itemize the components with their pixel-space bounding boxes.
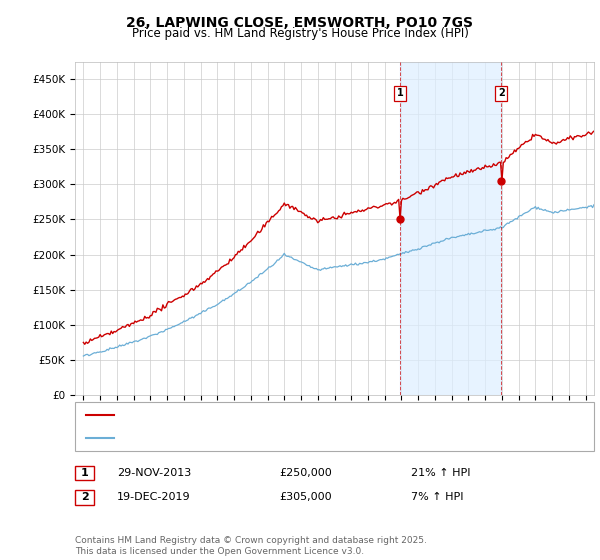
Text: 26, LAPWING CLOSE, EMSWORTH, PO10 7GS (semi-detached house): 26, LAPWING CLOSE, EMSWORTH, PO10 7GS (s… [120,410,501,421]
Text: £305,000: £305,000 [279,492,332,502]
Text: £250,000: £250,000 [279,468,332,478]
Text: 19-DEC-2019: 19-DEC-2019 [117,492,191,502]
Text: 29-NOV-2013: 29-NOV-2013 [117,468,191,478]
Text: 7% ↑ HPI: 7% ↑ HPI [411,492,464,502]
Text: 2: 2 [498,88,505,98]
Text: 2: 2 [81,492,88,502]
Bar [400,62,501,395]
Text: 1: 1 [397,88,403,98]
Text: 21% ↑ HPI: 21% ↑ HPI [411,468,470,478]
Text: HPI: Average price, semi-detached house, Havant: HPI: Average price, semi-detached house,… [120,433,397,444]
Text: Price paid vs. HM Land Registry's House Price Index (HPI): Price paid vs. HM Land Registry's House … [131,27,469,40]
Text: 1: 1 [81,468,88,478]
Text: 26, LAPWING CLOSE, EMSWORTH, PO10 7GS: 26, LAPWING CLOSE, EMSWORTH, PO10 7GS [127,16,473,30]
Text: Contains HM Land Registry data © Crown copyright and database right 2025.
This d: Contains HM Land Registry data © Crown c… [75,536,427,556]
